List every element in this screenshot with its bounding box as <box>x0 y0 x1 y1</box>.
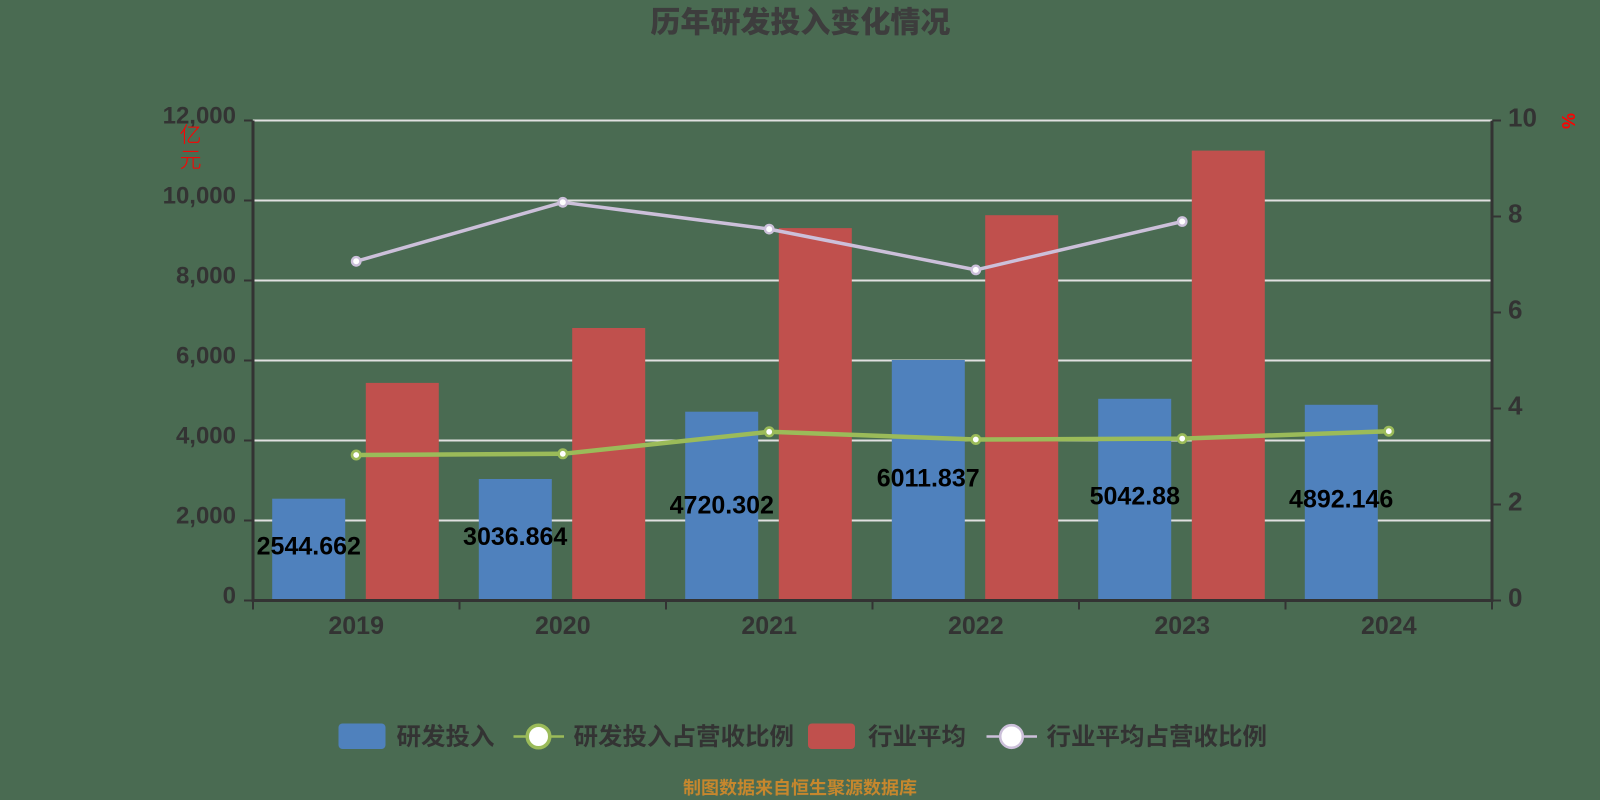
svg-text:8: 8 <box>1508 199 1522 229</box>
svg-text:4: 4 <box>1508 391 1523 421</box>
svg-text:6: 6 <box>1508 295 1522 325</box>
svg-text:6,000: 6,000 <box>176 343 236 370</box>
svg-text:10,000: 10,000 <box>163 183 236 210</box>
svg-text:12,000: 12,000 <box>163 103 236 130</box>
svg-text:10: 10 <box>1508 103 1537 133</box>
svg-text:4,000: 4,000 <box>176 423 236 450</box>
svg-text:4892.146: 4892.146 <box>1289 486 1393 514</box>
svg-text:2020: 2020 <box>535 612 591 640</box>
svg-text:8,000: 8,000 <box>176 263 236 290</box>
svg-text:5042.88: 5042.88 <box>1090 483 1180 511</box>
svg-text:2021: 2021 <box>741 612 797 640</box>
svg-text:2,000: 2,000 <box>176 503 236 530</box>
svg-text:2023: 2023 <box>1154 612 1210 640</box>
svg-text:2022: 2022 <box>948 612 1004 640</box>
svg-text:2024: 2024 <box>1361 612 1417 640</box>
svg-text:4720.302: 4720.302 <box>670 492 774 520</box>
svg-text:%: % <box>1558 113 1578 129</box>
svg-text:6011.837: 6011.837 <box>877 465 980 493</box>
svg-text:2019: 2019 <box>328 612 384 640</box>
svg-text:0: 0 <box>223 583 236 610</box>
svg-text:3036.864: 3036.864 <box>463 523 567 551</box>
svg-text:2544.662: 2544.662 <box>257 533 361 561</box>
svg-text:2: 2 <box>1508 487 1522 517</box>
svg-text:0: 0 <box>1508 583 1522 613</box>
